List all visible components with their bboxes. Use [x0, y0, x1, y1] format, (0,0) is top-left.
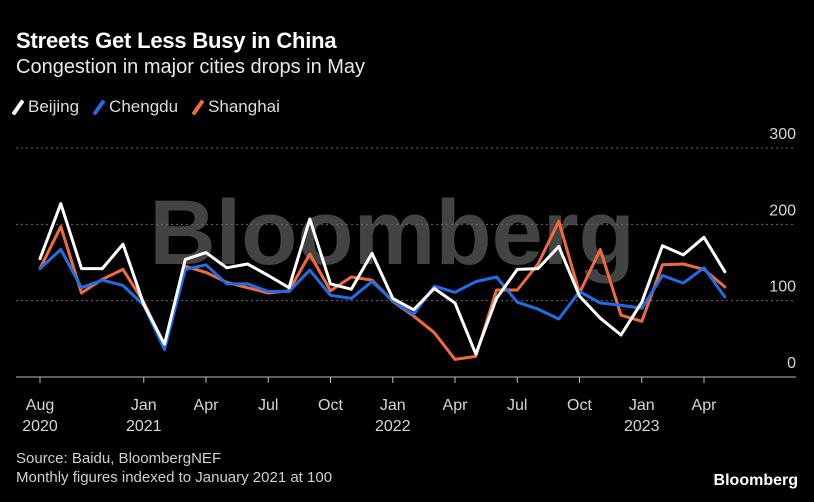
- y-tick-label: 0: [787, 355, 796, 372]
- x-tick-label: Apr: [443, 397, 469, 414]
- x-tick-year-label: 2021: [126, 418, 162, 435]
- footer: Source: Baidu, BloombergNEF Monthly figu…: [16, 449, 332, 487]
- legend-label-chengdu: Chengdu: [109, 97, 179, 116]
- x-tick-label: Apr: [692, 397, 718, 414]
- series-lines: [38, 202, 727, 361]
- source-note: Source: Baidu, BloombergNEF: [16, 450, 222, 467]
- chart-title: Streets Get Less Busy in China: [16, 28, 337, 53]
- legend-item-shanghai: Shanghai: [191, 97, 280, 117]
- x-tick-year-label: 2022: [375, 418, 411, 435]
- index-note: Monthly figures indexed to January 2021 …: [16, 469, 333, 486]
- y-axis: 0 100 200 300: [769, 126, 796, 372]
- legend-label-shanghai: Shanghai: [208, 97, 280, 116]
- x-tick-label: Aug: [26, 397, 54, 414]
- x-tick-label: Jan: [380, 397, 406, 414]
- series-line-beijing: [38, 202, 727, 356]
- x-tick-label: Jan: [629, 397, 655, 414]
- legend-label-beijing: Beijing: [28, 97, 80, 116]
- x-axis: Aug 2020 Jan 2021 Apr Jul Oct Jan 2022 Apr Jul Oct J…: [22, 377, 717, 435]
- y-tick-label: 100: [769, 279, 796, 296]
- legend: Beijing Chengdu Shanghai: [11, 97, 280, 117]
- x-tick-year-label: 2020: [22, 418, 58, 435]
- x-tick-label: Jul: [507, 397, 527, 414]
- x-tick-label: Apr: [194, 397, 220, 414]
- chart-subtitle: Congestion in major cities drops in May: [16, 56, 366, 78]
- x-tick-label: Oct: [567, 397, 592, 414]
- x-tick-label: Jan: [131, 397, 157, 414]
- bloomberg-logo: Bloomberg: [713, 472, 798, 489]
- legend-item-chengdu: Chengdu: [92, 97, 179, 117]
- y-tick-label: 200: [769, 202, 796, 219]
- x-tick-year-label: 2023: [624, 418, 660, 435]
- legend-item-beijing: Beijing: [11, 97, 80, 117]
- y-tick-label: 300: [769, 126, 796, 143]
- x-tick-label: Oct: [318, 397, 343, 414]
- grid: [16, 147, 796, 378]
- x-tick-label: Jul: [258, 397, 278, 414]
